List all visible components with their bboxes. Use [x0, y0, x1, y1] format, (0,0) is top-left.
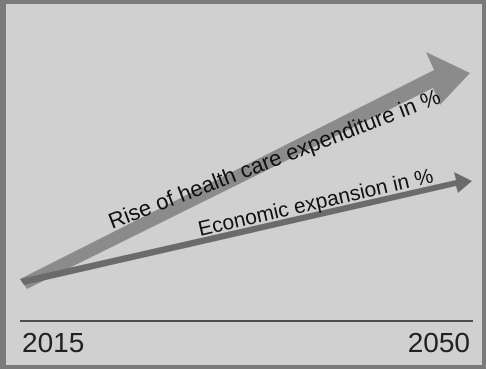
- economic-expansion-arrow-shape: [20, 172, 472, 285]
- start-year-label: 2015: [22, 327, 85, 358]
- health-expenditure-arrow-shape: [20, 52, 470, 289]
- diagram-panel: [6, 4, 482, 365]
- end-year-label: 2050: [407, 327, 470, 358]
